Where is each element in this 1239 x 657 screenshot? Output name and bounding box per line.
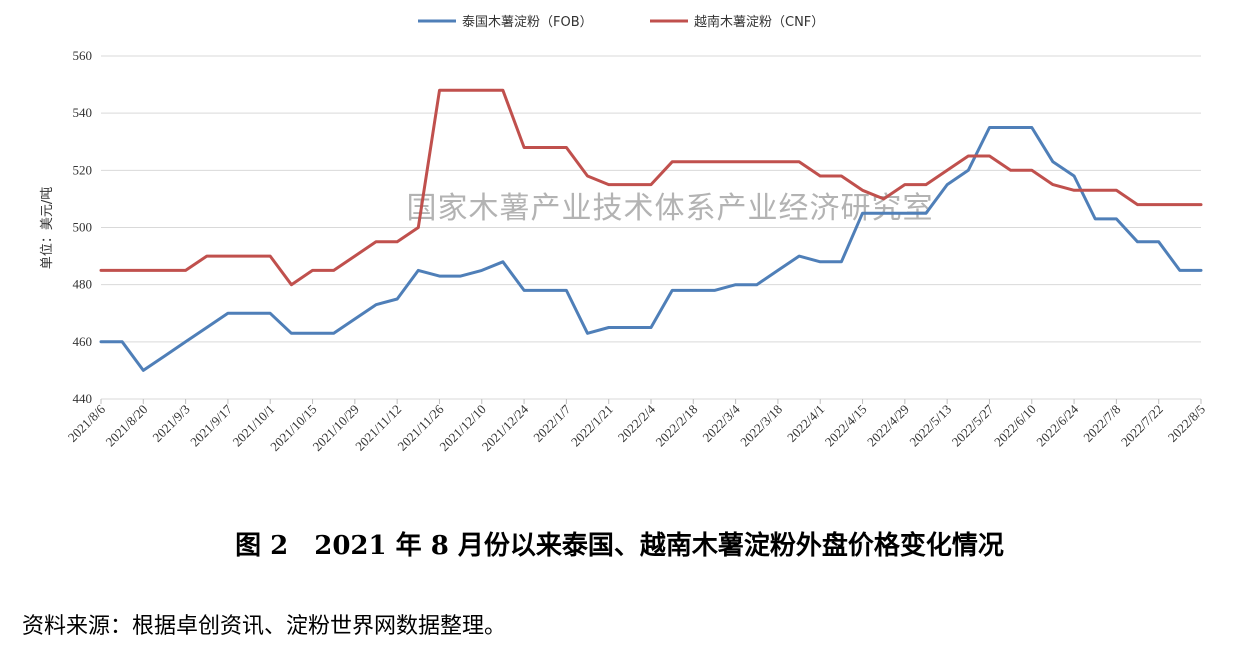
x-tick-label: 2022/5/13 bbox=[906, 402, 954, 450]
y-tick-labels: 440 460 480 500 520 540 560 bbox=[73, 48, 93, 406]
y-axis-title: 单位：美元/吨 bbox=[40, 187, 55, 269]
legend-label-0: 泰国木薯淀粉（FOB） bbox=[462, 15, 593, 30]
x-tick-label: 2022/5/27 bbox=[949, 401, 997, 449]
legend-label-1: 越南木薯淀粉（CNF） bbox=[694, 14, 824, 30]
x-tick-label: 2022/1/21 bbox=[568, 402, 616, 450]
series-lines bbox=[99, 88, 1203, 372]
y-tick-label: 480 bbox=[73, 277, 93, 292]
series-line-0 bbox=[99, 126, 1203, 372]
x-tick-label: 2022/6/10 bbox=[991, 402, 1039, 450]
figure-caption: 图 2 2021 年 8 月份以来泰国、越南木薯淀粉外盘价格变化情况 bbox=[235, 531, 1004, 561]
x-tick-label: 2022/4/29 bbox=[864, 402, 912, 450]
x-tick-label: 2021/8/20 bbox=[103, 402, 151, 450]
x-tick-label: 2022/7/22 bbox=[1118, 402, 1166, 450]
gridlines bbox=[101, 55, 1201, 400]
x-tick-label: 2022/2/18 bbox=[653, 402, 701, 450]
x-tick-label: 2022/4/15 bbox=[822, 402, 870, 450]
y-tick-label: 560 bbox=[73, 48, 93, 63]
x-tick-label: 2021/9/17 bbox=[187, 401, 235, 449]
series-line-1 bbox=[99, 88, 1203, 287]
x-tick-label: 2021/12/24 bbox=[479, 401, 532, 454]
x-tick-label: 2022/6/24 bbox=[1033, 401, 1081, 449]
y-tick-label: 500 bbox=[73, 220, 93, 235]
y-tick-label: 540 bbox=[73, 105, 93, 120]
y-tick-label: 460 bbox=[73, 334, 93, 349]
y-tick-label: 440 bbox=[73, 391, 93, 406]
x-tick-label: 2022/8/5 bbox=[1165, 402, 1208, 445]
x-tick-label: 2022/3/18 bbox=[737, 402, 785, 450]
y-tick-label: 520 bbox=[73, 162, 93, 177]
legend: 泰国木薯淀粉（FOB） 越南木薯淀粉（CNF） bbox=[418, 14, 824, 30]
watermark-text: 国家木薯产业技术体系产业经济研究室 bbox=[407, 191, 934, 226]
source-note: 资料来源：根据卓创资讯、淀粉世界网数据整理。 bbox=[22, 614, 507, 639]
